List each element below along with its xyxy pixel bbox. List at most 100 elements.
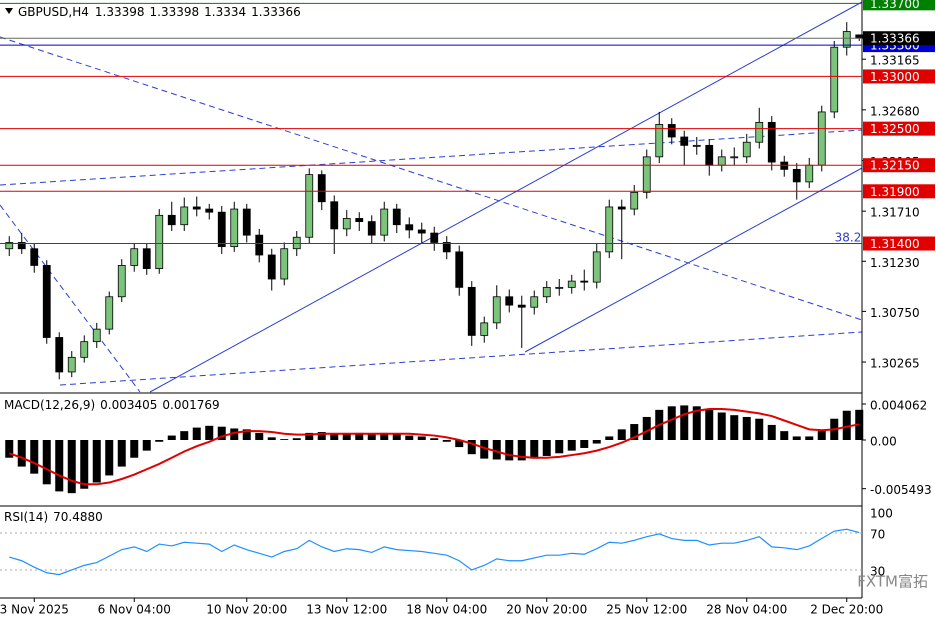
macd-bar <box>517 439 526 461</box>
candle-body <box>392 208 401 226</box>
candle-body <box>805 164 814 183</box>
level-label: 1.31900 <box>870 185 920 199</box>
macd-bar <box>805 436 814 440</box>
candle-body <box>667 124 676 138</box>
price-tag <box>863 31 935 46</box>
trend-line <box>0 36 863 321</box>
macd-bar <box>717 412 726 440</box>
y-tick-label: 100 <box>870 507 893 521</box>
macd-header: MACD(12,26,9) 0.003405 0.001769 <box>4 398 220 412</box>
macd-bar <box>105 439 114 476</box>
y-tick-label: 1.30265 <box>870 357 920 371</box>
candle-body <box>180 206 189 226</box>
close: 1.33366 <box>251 5 301 19</box>
macd-bar <box>567 439 576 451</box>
candle-body <box>517 304 526 308</box>
x-tick-label: 10 Nov 20:00 <box>206 603 287 617</box>
macd-bar <box>342 433 351 440</box>
candle-body <box>605 206 614 253</box>
macd-bar <box>605 436 614 440</box>
macd-bar <box>680 405 689 440</box>
macd-last: 0.003405 <box>100 398 157 412</box>
macd-bar <box>492 439 501 460</box>
macd-bar <box>667 406 676 440</box>
macd-bar <box>230 428 239 440</box>
candle-body <box>742 141 751 158</box>
candle-body <box>192 206 201 210</box>
x-tick-label: 20 Nov 20:00 <box>506 603 587 617</box>
level-tag <box>863 184 935 199</box>
candle-body <box>542 286 551 298</box>
y-tick-label: 0.00 <box>870 434 897 448</box>
signal-line <box>8 407 860 486</box>
candle-body <box>92 328 101 343</box>
macd-bar <box>17 439 26 467</box>
candle-body <box>780 161 789 170</box>
macd-bar <box>80 439 89 489</box>
candle-body <box>730 156 739 159</box>
macd-bar <box>217 426 226 440</box>
candle-body <box>280 248 289 280</box>
macd-bar <box>705 409 714 440</box>
macd-bar <box>417 436 426 440</box>
candle-body <box>442 242 451 253</box>
candle-body <box>580 280 589 283</box>
candle-body <box>505 296 514 306</box>
rsi-line <box>9 528 860 576</box>
candle-body <box>80 341 89 358</box>
candle-body <box>467 286 476 336</box>
signal-last: 0.001769 <box>162 398 219 412</box>
macd-bar <box>817 429 826 440</box>
candle-body <box>55 337 64 373</box>
candle-body <box>367 221 376 236</box>
open: 1.33398 <box>95 5 145 19</box>
macd-bar <box>692 406 701 440</box>
candle-body <box>555 286 564 289</box>
candle-body <box>492 296 501 324</box>
macd-bar <box>142 439 151 451</box>
y-tick-label: 0.004062 <box>870 398 927 412</box>
macd-bar <box>555 439 564 454</box>
y-tick-label: 30 <box>870 564 885 578</box>
candle-body <box>330 201 339 230</box>
candle-body <box>42 265 51 338</box>
level-tag <box>863 158 935 173</box>
candle-body <box>30 248 39 266</box>
candle-body <box>680 136 689 146</box>
level-label: 1.32150 <box>870 159 920 173</box>
macd-bar <box>642 416 651 440</box>
level-label: 1.33700 <box>870 0 920 11</box>
level-label: 1.32500 <box>870 122 920 136</box>
level-label: 1.33000 <box>870 70 920 84</box>
macd-bar <box>130 439 139 458</box>
macd-bar <box>67 439 76 494</box>
trend-line <box>0 204 141 393</box>
macd-bar <box>155 439 164 442</box>
candle-body <box>405 224 414 231</box>
macd-bar <box>467 439 476 455</box>
macd-bar <box>742 416 751 440</box>
macd-bar <box>630 424 639 440</box>
candle-body <box>755 121 764 143</box>
candle-body <box>342 218 351 230</box>
x-tick-label: 3 Nov 2025 <box>0 603 69 617</box>
macd-bar <box>442 439 451 442</box>
level-tag <box>863 69 935 84</box>
candle-body <box>255 234 264 256</box>
macd-bar <box>255 432 264 440</box>
rsi-last: 70.4880 <box>53 510 103 524</box>
candle-body <box>567 280 576 288</box>
candle-body <box>167 214 176 226</box>
y-tick-label: 1.33165 <box>870 54 920 68</box>
candle-body <box>217 211 226 248</box>
candle-body <box>692 144 701 147</box>
candle-body <box>617 206 626 210</box>
candle-body <box>855 34 864 39</box>
candle-body <box>105 296 114 330</box>
trend-line <box>0 129 863 186</box>
macd-bar <box>455 439 464 448</box>
candle-body <box>830 46 839 113</box>
candle-body <box>455 251 464 288</box>
